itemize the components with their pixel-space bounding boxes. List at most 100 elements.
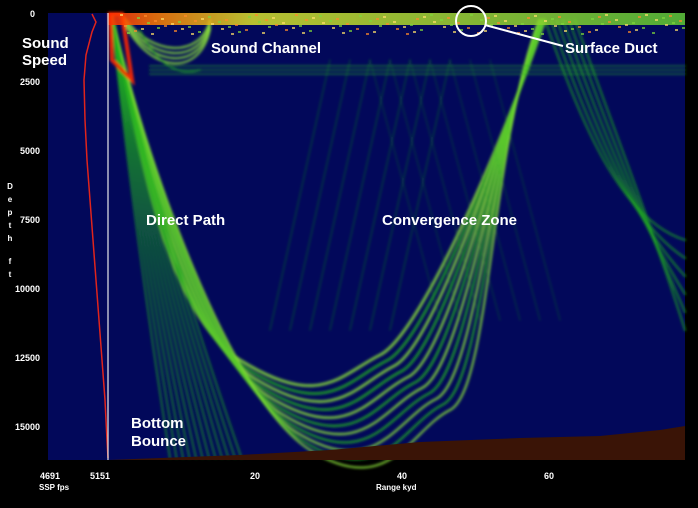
faint-ray <box>269 59 331 331</box>
surface-duct-speck <box>467 27 470 29</box>
surface-duct-speck <box>601 23 604 25</box>
surface-duct-circle <box>455 5 487 37</box>
faint-ray <box>489 59 561 321</box>
depth-tick-15000: 15000 <box>15 422 41 432</box>
surface-duct-speck <box>127 32 130 34</box>
faint-ray <box>449 59 521 321</box>
surface-duct-speck <box>447 17 450 19</box>
surface-duct-speck <box>642 27 645 29</box>
faint-ray <box>469 59 541 321</box>
surface-duct-speck <box>652 32 655 34</box>
surface-duct-speck <box>564 30 567 32</box>
surface-duct-speck <box>248 16 251 18</box>
surface-duct-speck <box>171 23 174 25</box>
surface-duct-speck <box>615 19 618 21</box>
surface-duct-speck <box>541 33 544 35</box>
surface-duct-speck <box>662 17 665 19</box>
surface-duct-pointer <box>484 24 564 47</box>
surface-duct-speck <box>410 24 413 26</box>
surface-duct-speck <box>258 21 261 23</box>
surface-duct-speck <box>531 28 534 30</box>
surface-duct-speck <box>285 29 288 31</box>
surface-duct-speck <box>383 16 386 18</box>
ray-bundle <box>107 12 687 469</box>
surface-duct-speck <box>504 20 507 22</box>
sound-channel-ray <box>123 18 212 55</box>
ssp-panel <box>48 13 108 460</box>
seafloor <box>108 426 685 460</box>
convergence-arc-2 <box>573 18 687 332</box>
depth-tick-0: 0 <box>30 9 36 19</box>
surface-duct-speck <box>154 20 157 22</box>
surface-duct-speck <box>497 22 500 24</box>
surface-duct-speck <box>235 24 238 26</box>
depth-axis-title: D e p t h f t <box>7 182 13 279</box>
faint-ray <box>429 59 501 321</box>
surface-duct-speck <box>342 32 345 34</box>
surface-duct-speck <box>558 16 561 18</box>
surface-duct-speck <box>272 17 275 19</box>
surface-duct-speck <box>625 24 628 26</box>
surface-duct-speck <box>433 21 436 23</box>
surface-duct-speck <box>453 31 456 33</box>
depth-tick-7500: 7500 <box>20 215 41 225</box>
faint-ray <box>329 59 391 331</box>
range-axis-title: Range kyd <box>376 483 417 492</box>
surface-duct-speck <box>679 20 682 22</box>
surface-duct-speck <box>292 27 295 29</box>
faint-ray <box>389 59 461 321</box>
convergence-arc-2 <box>561 18 687 296</box>
surface-duct-speck <box>450 24 453 26</box>
surface-duct-speck <box>299 25 302 27</box>
surface-duct-speck <box>554 25 557 27</box>
surface-duct-speck <box>147 22 150 24</box>
surface-duct-speck <box>413 31 416 33</box>
depth-tick-2500: 2500 <box>20 77 41 87</box>
surface-duct-speck <box>332 27 335 29</box>
range-tick-60: 60 <box>544 471 555 481</box>
surface-duct-speck <box>578 26 581 28</box>
convergence-arc-2 <box>555 18 687 278</box>
surface-duct-speck <box>420 29 423 31</box>
surface-duct-speck <box>208 16 211 18</box>
surface-duct-speck <box>356 28 359 30</box>
surface-duct-speck <box>457 22 460 24</box>
surface-duct-speck <box>262 32 265 34</box>
surface-duct-speck <box>487 17 490 19</box>
surface-duct-speck <box>302 32 305 34</box>
surface-duct-speck <box>396 28 399 30</box>
surface-duct-speck <box>672 22 675 24</box>
surface-duct-speck <box>507 27 510 29</box>
surface-duct-speck <box>527 17 530 19</box>
surface-duct-speck <box>120 14 123 16</box>
surface-duct-speck <box>238 31 241 33</box>
surface-duct-speck <box>638 16 641 18</box>
surface-duct-speck <box>591 18 594 20</box>
surface-duct-speck <box>124 25 127 27</box>
surface-duct-speck <box>588 31 591 33</box>
surface-duct-speck <box>157 27 160 29</box>
surface-duct-speck <box>373 31 376 33</box>
surface-duct-speck <box>480 19 483 21</box>
surface-duct-speck <box>416 18 419 20</box>
surface-duct-speck <box>675 29 678 31</box>
surface-duct-speck <box>521 23 524 25</box>
surface-duct-speck <box>322 22 325 24</box>
surface-duct-speck <box>359 15 362 17</box>
surface-duct-speck <box>265 19 268 21</box>
sound-speed-label: Sound Speed <box>22 35 69 69</box>
convergence-arc-2 <box>543 18 687 242</box>
surface-duct-speck <box>218 21 221 23</box>
surface-duct-speck <box>188 26 191 28</box>
sound-channel-ray <box>123 20 212 60</box>
surface-duct-speck <box>349 30 352 32</box>
surface-duct-speck <box>275 24 278 26</box>
surface-duct-speck <box>161 18 164 20</box>
surface-duct-speck <box>225 19 228 21</box>
surface-duct-speck <box>403 26 406 28</box>
depth-tick-5000: 5000 <box>20 146 41 156</box>
faint-ray <box>389 59 451 331</box>
surface-duct-speck <box>618 26 621 28</box>
